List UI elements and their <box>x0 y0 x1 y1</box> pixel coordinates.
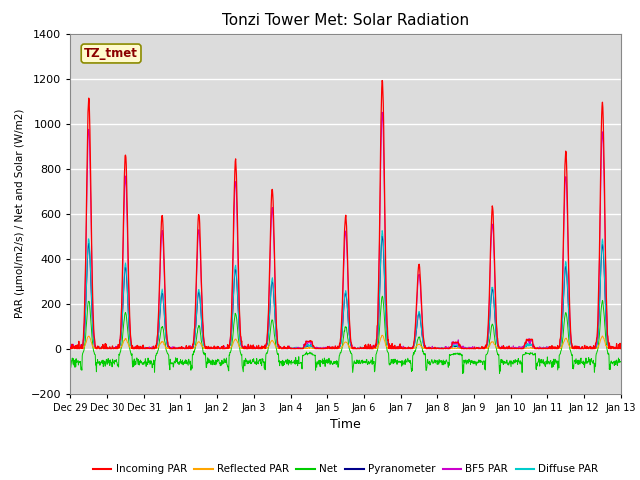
Y-axis label: PAR (μmol/m2/s) / Net and Solar (W/m2): PAR (μmol/m2/s) / Net and Solar (W/m2) <box>15 109 26 318</box>
Line: Net: Net <box>70 296 621 373</box>
Line: Reflected PAR: Reflected PAR <box>70 335 621 348</box>
Diffuse PAR <box>378 228 386 233</box>
Incoming PAR <box>617 346 625 351</box>
Net <box>175 360 183 365</box>
Net <box>504 360 511 366</box>
Incoming PAR <box>189 341 196 347</box>
BF5 PAR <box>504 346 511 351</box>
Legend: Incoming PAR, Reflected PAR, Net, Pyranometer, BF5 PAR, Diffuse PAR: Incoming PAR, Reflected PAR, Net, Pyrano… <box>88 460 603 479</box>
Reflected PAR <box>552 346 560 351</box>
BF5 PAR <box>552 345 560 351</box>
Pyranometer <box>250 346 258 351</box>
Diffuse PAR <box>617 346 625 351</box>
BF5 PAR <box>68 346 76 351</box>
Diffuse PAR <box>552 345 560 351</box>
Net <box>250 359 258 365</box>
Pyranometer <box>378 233 386 239</box>
Net <box>459 371 467 376</box>
Pyranometer <box>189 344 196 350</box>
X-axis label: Time: Time <box>330 418 361 431</box>
Diffuse PAR <box>67 345 74 350</box>
Net <box>379 293 387 299</box>
Reflected PAR <box>504 346 511 351</box>
BF5 PAR <box>432 345 440 351</box>
BF5 PAR <box>67 343 74 349</box>
Line: Pyranometer: Pyranometer <box>70 236 621 348</box>
Title: Tonzi Tower Met: Solar Radiation: Tonzi Tower Met: Solar Radiation <box>222 13 469 28</box>
Net <box>431 360 439 366</box>
BF5 PAR <box>378 109 386 115</box>
Reflected PAR <box>189 346 197 351</box>
Diffuse PAR <box>67 346 75 351</box>
Incoming PAR <box>378 78 386 84</box>
Incoming PAR <box>504 346 511 351</box>
BF5 PAR <box>176 346 184 351</box>
Diffuse PAR <box>189 343 197 348</box>
Reflected PAR <box>617 346 625 351</box>
Pyranometer <box>175 346 183 351</box>
Diffuse PAR <box>251 345 259 350</box>
Pyranometer <box>552 346 559 351</box>
Incoming PAR <box>431 346 439 351</box>
Incoming PAR <box>552 344 559 350</box>
Diffuse PAR <box>504 346 511 351</box>
Reflected PAR <box>432 346 440 351</box>
Reflected PAR <box>67 346 75 351</box>
Reflected PAR <box>67 346 74 351</box>
BF5 PAR <box>189 341 197 347</box>
Pyranometer <box>504 346 511 351</box>
BF5 PAR <box>251 345 259 350</box>
BF5 PAR <box>617 346 625 351</box>
Reflected PAR <box>378 332 386 338</box>
Net <box>189 351 196 357</box>
Net <box>552 360 560 366</box>
Diffuse PAR <box>432 346 440 351</box>
Text: TZ_tmet: TZ_tmet <box>84 47 138 60</box>
Reflected PAR <box>251 346 259 351</box>
Line: Incoming PAR: Incoming PAR <box>70 81 621 348</box>
Line: BF5 PAR: BF5 PAR <box>70 112 621 348</box>
Pyranometer <box>431 346 439 351</box>
Line: Diffuse PAR: Diffuse PAR <box>70 230 621 348</box>
Net <box>617 359 625 364</box>
Incoming PAR <box>250 346 258 351</box>
Net <box>67 358 74 363</box>
Diffuse PAR <box>176 345 184 351</box>
Incoming PAR <box>67 346 74 351</box>
Incoming PAR <box>175 345 183 350</box>
Reflected PAR <box>176 346 184 351</box>
Pyranometer <box>67 346 74 351</box>
Pyranometer <box>617 346 625 351</box>
